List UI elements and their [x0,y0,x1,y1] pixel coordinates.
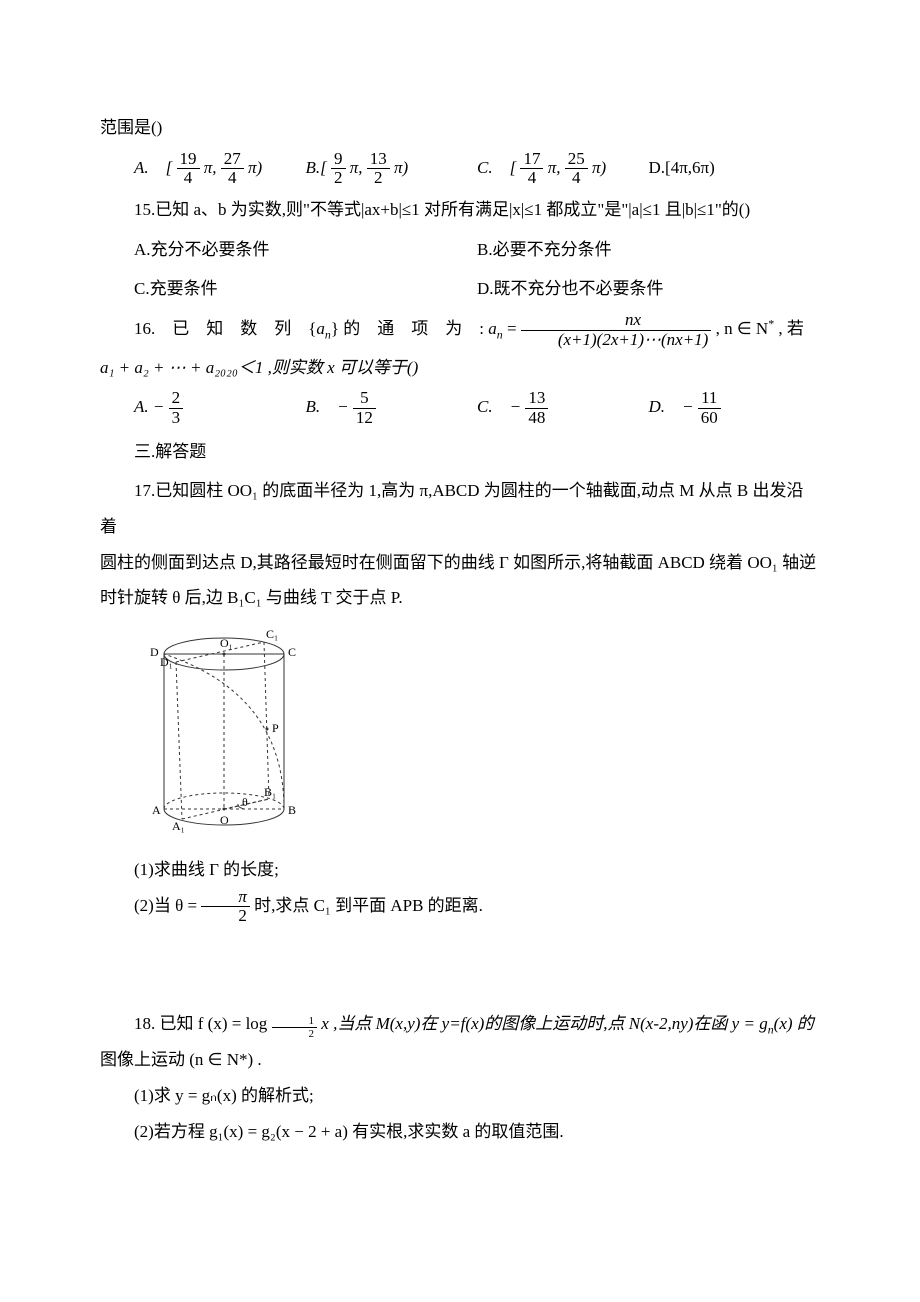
frac: 9 2 [331,150,346,188]
q14-option-a: A. [ 19 4 π, 27 4 π) [134,150,306,188]
q15-option-a: A.充分不必要条件 [134,232,477,268]
range-continuation: 范围是() [100,110,820,146]
q15-option-d: D.既不充分也不必要条件 [477,271,820,307]
label-B: B [288,803,296,817]
opt-label: C. [ [477,158,516,177]
q15-option-c: C.充要条件 [134,271,477,307]
q15-options-row1: A.充分不必要条件 B.必要不充分条件 [134,232,820,268]
frac: 11 60 [698,389,721,427]
q14-option-b: B.[ 9 2 π, 13 2 π) [306,150,478,188]
label-C1: C₁ [266,627,278,641]
opt-label: B.[ [306,158,327,177]
blank-space [100,926,820,1006]
q16-options: A. − 2 3 B. − 5 12 C. − 13 48 D. − 11 6 [134,389,820,427]
label-D: D [150,645,159,659]
q17-sub1: (1)求曲线 Γ 的长度; [100,852,820,888]
frac: π 2 [201,888,250,926]
opt-label: D.[4π,6π) [649,158,715,177]
log-base-frac: 1 2 [272,1015,318,1040]
q16-option-b: B. − 5 12 [306,389,478,427]
q18-sub2: (2)若方程 g₁(x) = g₂(x − 2 + a) 有实根,求实数 a 的… [100,1114,820,1150]
frac: 13 48 [525,389,548,427]
q15-stem: 15.已知 a、b 为实数,则"不等式|ax+b|≤1 对所有满足|x|≤1 都… [100,192,820,228]
q17-sub2: (2)当 θ = π 2 时,求点 C₁ 到平面 APB 的距离. [100,888,820,926]
q17-line2: 圆柱的侧面到达点 D,其路径最短时在侧面留下的曲线 Γ 如图所示,将轴截面 AB… [100,545,820,581]
label-P: P [272,721,279,735]
frac: 19 4 [177,150,200,188]
label-theta: θ [242,795,248,809]
q18-line2: 图像上运动 (n ∈ N*) . [100,1042,820,1078]
q15-options-row2: C.充要条件 D.既不充分也不必要条件 [134,271,820,307]
q17-line3: 时针旋转 θ 后,边 B₁C₁ 与曲线 T 交于点 P. [100,580,820,616]
label-C: C [288,645,296,659]
label-O1: O₁ [220,636,233,650]
q14-options: A. [ 19 4 π, 27 4 π) B.[ 9 2 π, 13 2 π) [134,150,820,188]
q18-sub1: (1)求 y = gₙ(x) 的解析式; [100,1078,820,1114]
q15-option-b: B.必要不充分条件 [477,232,820,268]
q18-line1: 18. 已知 f (x) = log 1 2 x ,当点 M(x,y)在 y=f… [100,1006,820,1042]
q16-option-a: A. − 2 3 [134,389,306,427]
frac: 17 4 [520,150,543,188]
frac: 2 3 [169,389,184,427]
q14-option-d: D.[4π,6π) [649,150,821,188]
q16-stem: 16. 已 知 数 列 {an} 的 通 项 为 : an = nx (x+1)… [100,311,820,349]
frac: 13 2 [367,150,390,188]
label-A1: A₁ [172,819,185,833]
frac: 5 12 [353,389,376,427]
label-B1: B₁ [264,785,276,799]
opt-label: A. [ [134,158,172,177]
q17-line1: 17.已知圆柱 OO₁ 的底面半径为 1,高为 π,ABCD 为圆柱的一个轴截面… [100,473,820,544]
page: 范围是() A. [ 19 4 π, 27 4 π) B.[ 9 2 π, 13 [0,0,920,1302]
label-O: O [220,813,229,827]
q16-fraction: nx (x+1)(2x+1)⋯(nx+1) [521,311,712,349]
frac: 27 4 [221,150,244,188]
frac: 25 4 [565,150,588,188]
section-3-title: 三.解答题 [100,434,820,470]
q16-option-c: C. − 13 48 [477,389,649,427]
q16-line2: a₁ + a₂ + ⋯ + a₂₀₂₀＜1 ,则实数 x 可以等于() [100,350,820,386]
label-A: A [152,803,161,817]
q16-option-d: D. − 11 60 [649,389,821,427]
cylinder-figure: D₁ O₁ C₁ D C P A A₁ O B B₁ θ [134,624,820,844]
q14-option-c: C. [ 17 4 π, 25 4 π) [477,150,649,188]
cylinder-svg: D₁ O₁ C₁ D C P A A₁ O B B₁ θ [134,624,314,844]
label-D1: D₁ [160,655,173,669]
